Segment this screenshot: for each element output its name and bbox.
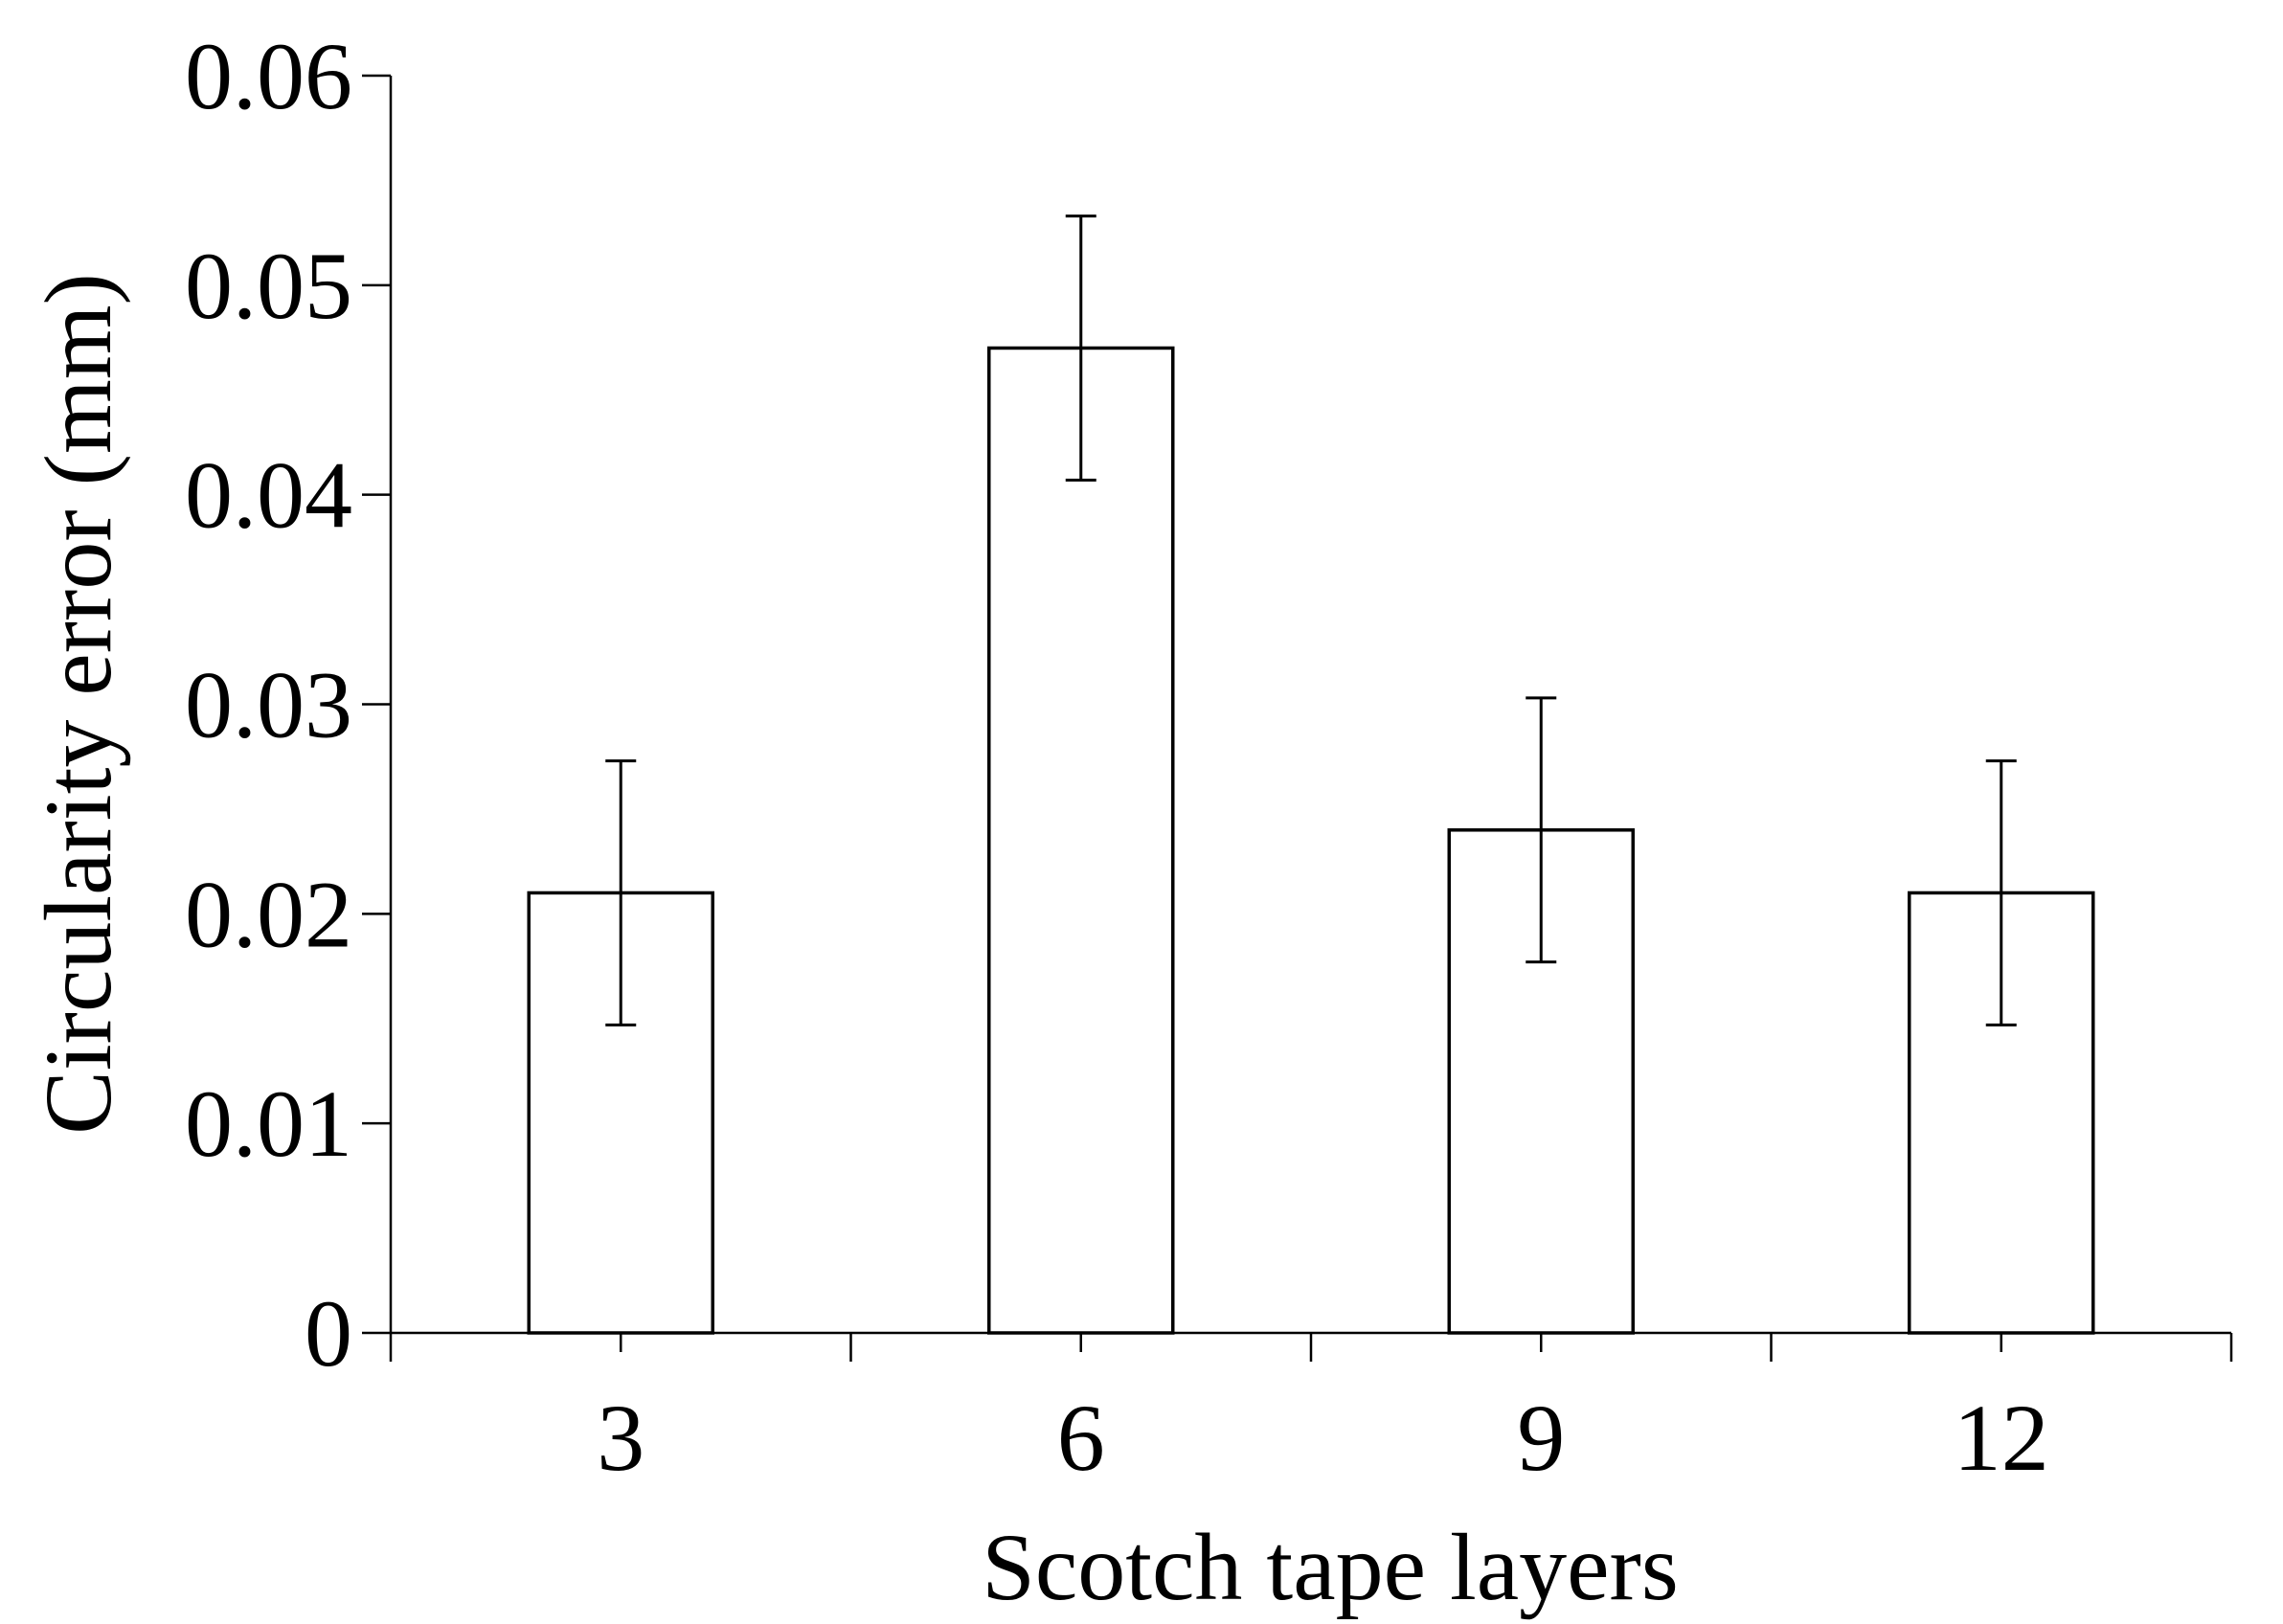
y-tick-label: 0.06 [185,23,352,129]
x-tick-label: 6 [1057,1385,1105,1491]
x-tick-label: 3 [597,1385,644,1491]
x-axis-title: Scotch tape layers [982,1514,1679,1620]
y-tick-label: 0.01 [185,1071,352,1177]
y-tick-label: 0.05 [185,233,352,339]
y-tick-label: 0.04 [185,442,352,549]
chart-error-bars [605,214,2017,1026]
bar [987,346,1175,1335]
y-tick-label: 0 [305,1280,352,1387]
y-tick-label: 0.03 [185,652,352,758]
y-axis-title: Circularity error (mm) [25,273,131,1135]
y-tick-label: 0.02 [185,861,352,967]
chart-bars [527,346,2095,1335]
x-tick-label: 12 [1954,1385,2049,1491]
x-tick-label: 9 [1517,1385,1565,1491]
chart-labels: 0 0.01 0.02 0.03 0.04 0.05 0.06 3 6 9 12 [185,23,2049,1491]
